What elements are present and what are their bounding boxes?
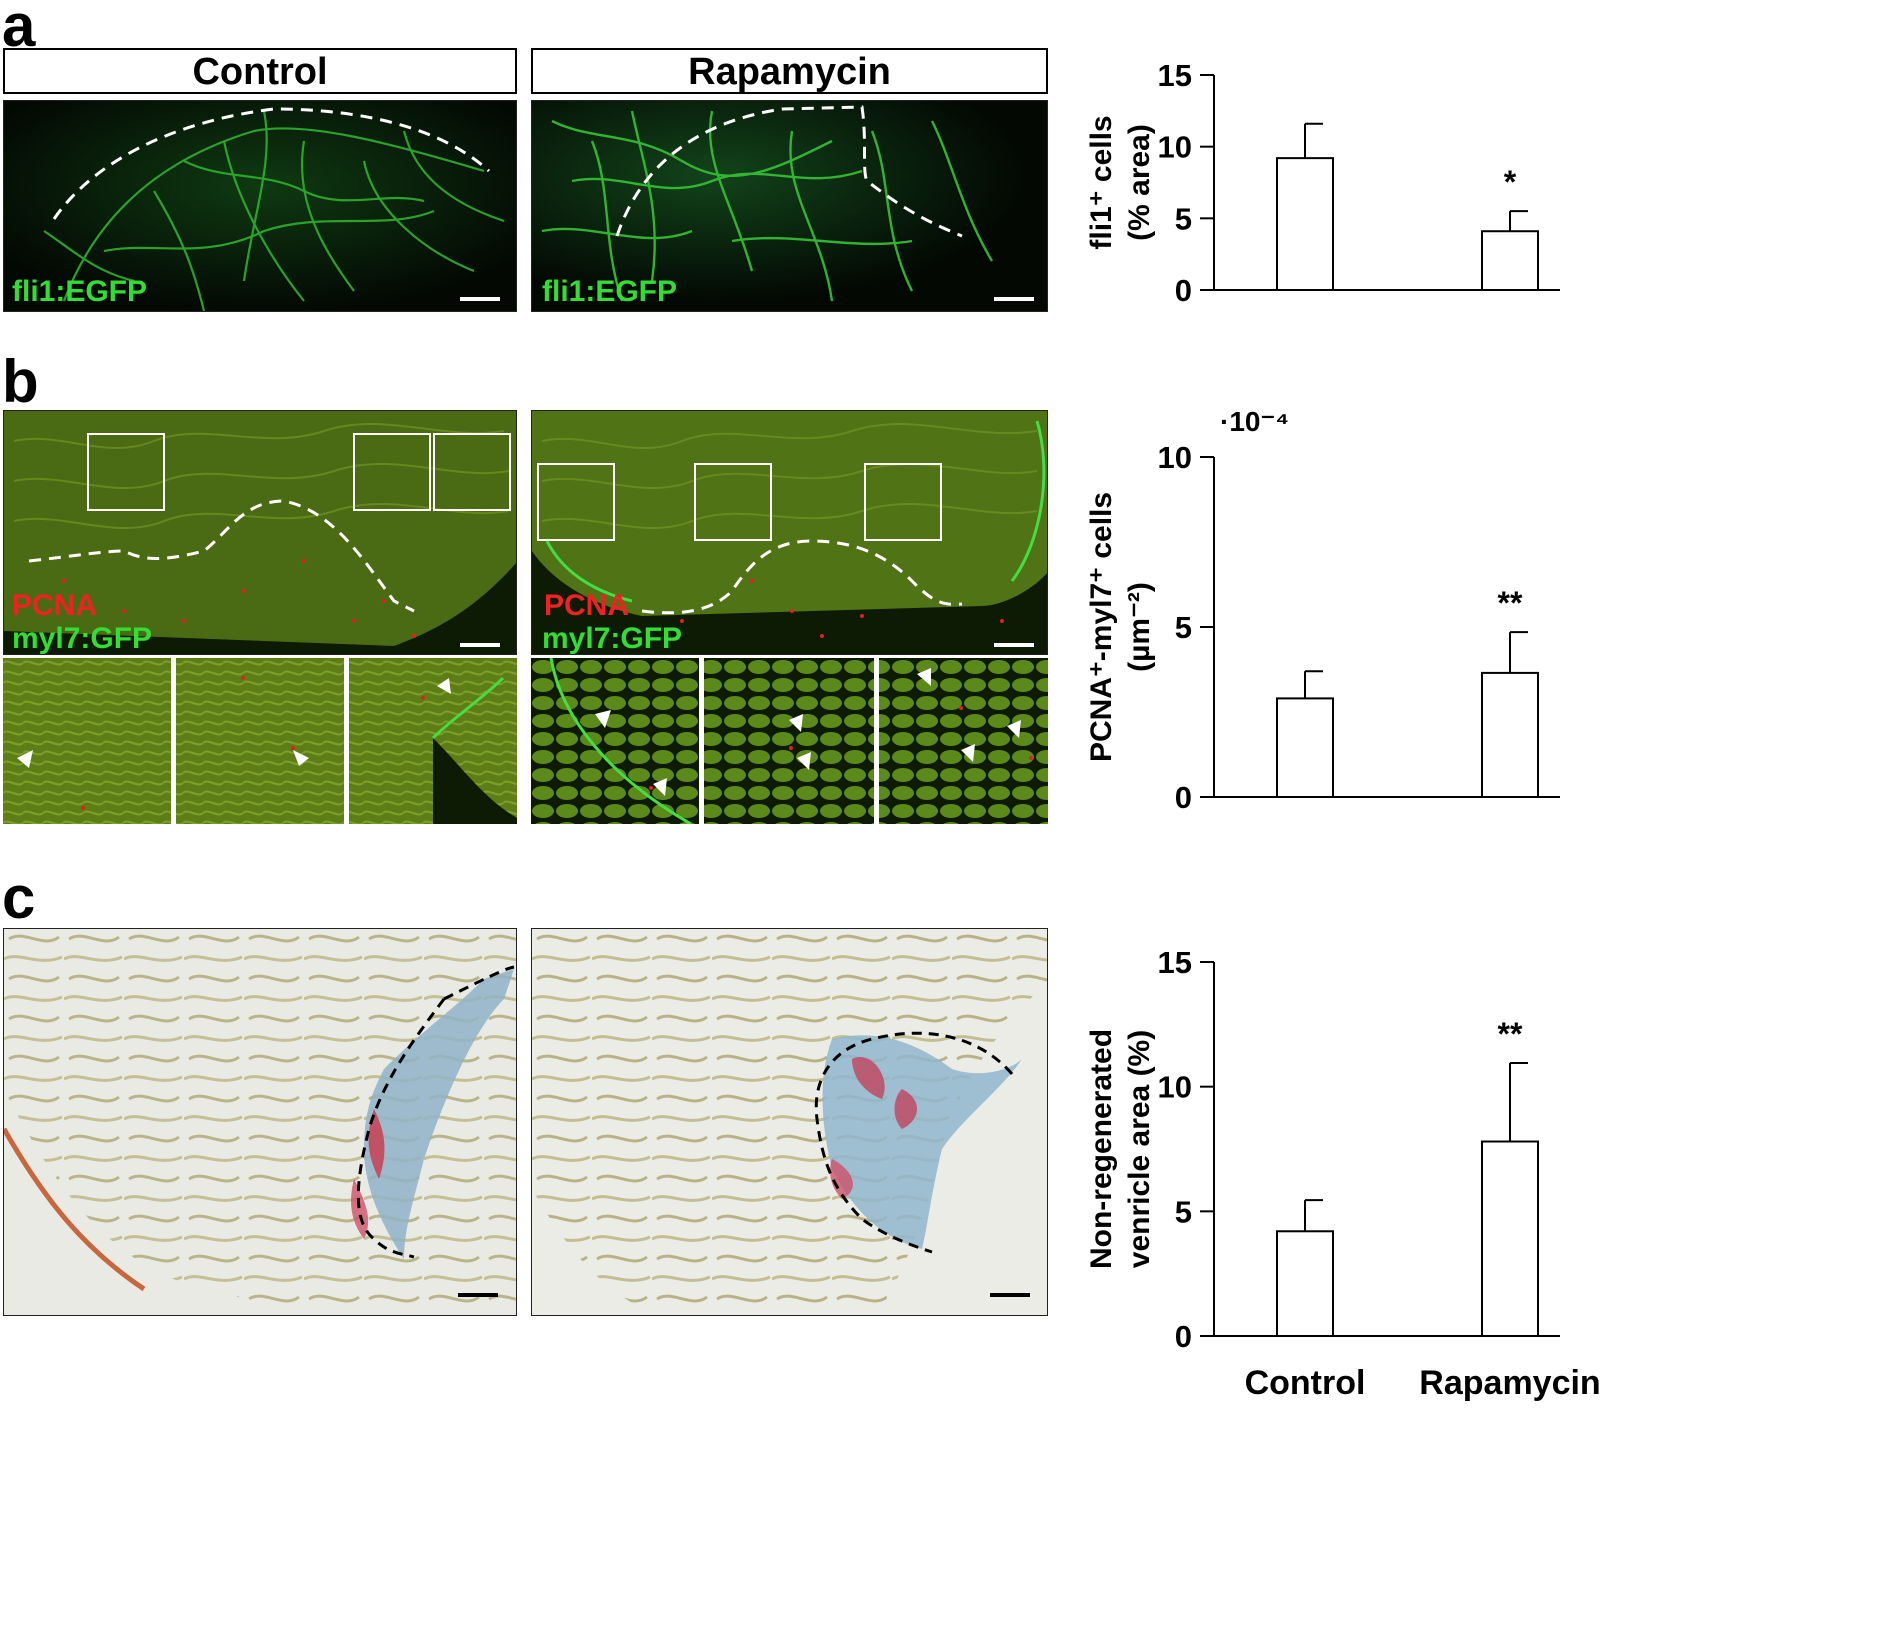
x-tick-label: Rapamycin [1419,1364,1600,1402]
y-tick-label: 10 [1158,440,1192,475]
y-axis-label-line: (µm⁻²) [1123,582,1156,672]
y-axis-label-line: venricle area (%) [1123,1030,1156,1268]
panel-letter-c: c [2,864,36,931]
chart-non-regenerated-area: 0 5 10 15 Control ** Rapamycin Non-regenerated v… [1060,930,1890,1640]
rapamycin-afog-image [531,928,1048,1316]
control-scale-bar [460,297,500,301]
rapamycin-stain-label: fli1:EGFP [542,275,678,308]
y-axis-label: fli1⁺ cells (% area) [1085,115,1156,249]
bar-control [1276,157,1334,291]
y-axis-label-line: PCNA⁺-myl7⁺ cells [1085,492,1118,762]
y-tick-label: 10 [1158,130,1192,165]
panel-letter-b: b [2,348,39,415]
significance-marker: * [1504,164,1517,200]
control-pcna-label: PCNA [12,589,98,622]
rapamycin-pcna-image: PCNA myl7:GFP [531,410,1048,655]
y-axis-label: PCNA⁺-myl7⁺ cells (µm⁻²) [1085,492,1156,762]
x-tick-label: Control [1245,1364,1366,1402]
y-tick-label: 15 [1158,58,1192,93]
y-axis-label-line: Non-regenerated [1085,1029,1118,1269]
bar-control [1276,1230,1334,1337]
control-vessel-image: fli1:EGFP [3,100,517,312]
control-stain-label: fli1:EGFP [12,275,148,308]
rapamycin-pcna-label: PCNA [544,589,630,622]
y-tick-label: 10 [1158,1070,1192,1105]
y-tick-label: 0 [1175,780,1192,815]
significance-marker: ** [1498,585,1523,621]
y-axis-label-line: (% area) [1123,124,1156,241]
y-tick-label: 5 [1175,1194,1192,1229]
y-axis-multiplier: ·10⁻⁴ [1220,406,1289,437]
rapamycin-scale-bar [994,297,1034,301]
y-axis-label: Non-regenerated venricle area (%) [1085,1029,1156,1269]
y-tick-label: 0 [1175,1319,1192,1354]
control-afog-image [3,928,517,1316]
rapamycin-zoom-insets [531,657,1048,826]
control-label-box: Control [3,48,517,94]
significance-marker: ** [1498,1016,1523,1052]
control-pcna-image: PCNA myl7:GFP [3,410,517,655]
rapamycin-myl7-label: myl7:GFP [542,622,683,655]
bar-rapamycin [1481,230,1539,292]
control-myl7-label: myl7:GFP [12,622,153,655]
rapamycin-vessel-image: fli1:EGFP [531,100,1048,312]
y-tick-label: 5 [1175,201,1192,236]
rapamycin-label-box: Rapamycin [531,48,1048,94]
y-tick-label: 0 [1175,273,1192,308]
y-tick-label: 5 [1175,610,1192,645]
bar-rapamycin [1481,671,1539,798]
bar-control [1276,697,1334,798]
bar-rapamycin [1481,1140,1539,1337]
chart-fli1-cells: 0 5 10 15 * fli1⁺ cells (% area) [1060,50,1890,310]
y-tick-label: 15 [1158,945,1192,980]
panel-letter-a: a [2,0,36,59]
rapamycin-pcna-scale-bar [994,643,1034,647]
control-zoom-insets [3,658,517,824]
control-pcna-scale-bar [460,643,500,647]
chart-pcna-myl7-cells: 0 5 10 ** PCNA⁺-myl7⁺ cells (µm⁻²) ·10⁻⁴ [1060,406,1890,815]
y-axis-label-line: fli1⁺ cells [1085,115,1118,249]
